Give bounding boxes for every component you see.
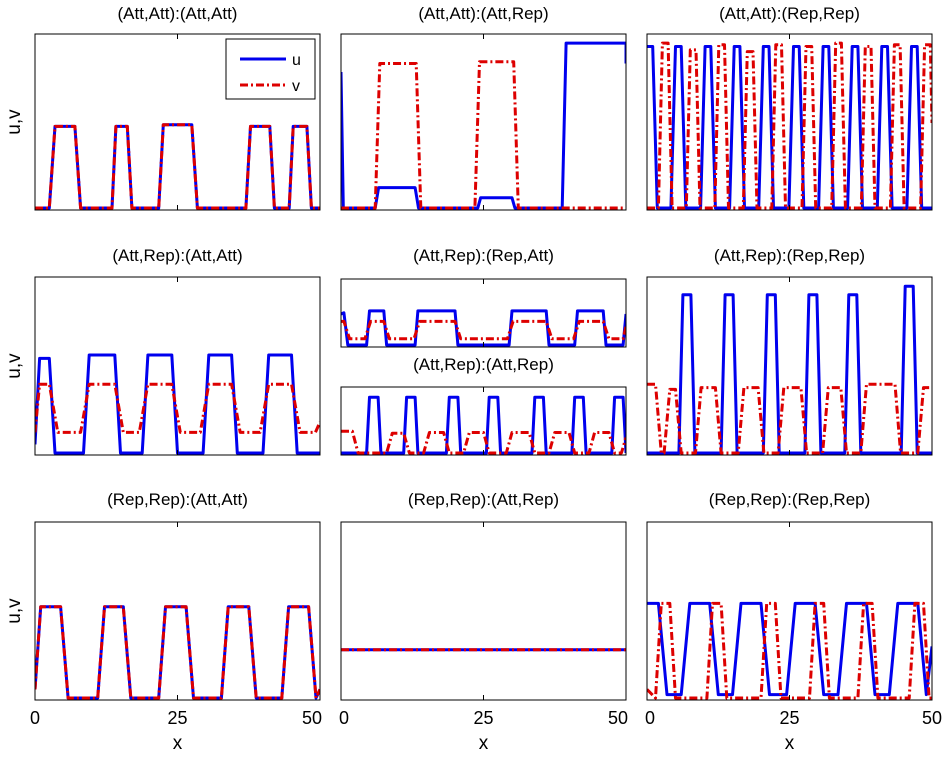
axes-frame bbox=[340, 521, 627, 701]
x-tick-label: 25 bbox=[779, 708, 799, 728]
series-v-line bbox=[35, 123, 320, 210]
subplot-p23: (Att,Rep):(Rep,Rep) bbox=[646, 246, 933, 456]
subplot-p12: (Att,Att):(Att,Rep) bbox=[340, 4, 627, 211]
legend-box bbox=[225, 38, 316, 100]
legend: uv bbox=[225, 38, 316, 100]
subplot-p21: (Att,Rep):(Att,Att) u,v bbox=[4, 246, 321, 456]
series-u-line bbox=[647, 601, 932, 697]
subplot-p31: (Rep,Rep):(Att,Att) u,v 0 25 50 x bbox=[4, 490, 322, 754]
subplot-title: (Att,Att):(Att,Rep) bbox=[418, 4, 548, 23]
series-u-line bbox=[341, 395, 626, 455]
x-tick-label: 0 bbox=[339, 708, 349, 728]
legend-label-u: u bbox=[292, 52, 301, 69]
x-tick-label: 50 bbox=[922, 708, 942, 728]
series-u-line bbox=[341, 41, 626, 210]
series-v-line bbox=[647, 41, 932, 210]
subplot-title: (Att,Rep):(Att,Att) bbox=[112, 246, 242, 265]
series-v-line bbox=[647, 382, 932, 455]
x-tick-label: 25 bbox=[167, 708, 187, 728]
series-u-line bbox=[341, 309, 626, 347]
x-axis-label: x bbox=[479, 733, 489, 754]
series-v-line bbox=[647, 601, 932, 700]
subplot-p33: (Rep,Rep):(Rep,Rep) 0 25 50 x bbox=[645, 490, 942, 754]
subplot-title: (Att,Rep):(Rep,Att) bbox=[413, 246, 554, 265]
subplot-title: (Rep,Rep):(Att,Rep) bbox=[408, 490, 559, 509]
subplot-p22b: (Att,Rep):(Att,Rep) bbox=[340, 355, 627, 456]
y-axis-label: u,v bbox=[4, 353, 25, 379]
subplot-title: (Att,Att):(Att,Att) bbox=[118, 4, 238, 23]
x-tick-label: 0 bbox=[645, 708, 655, 728]
x-tick-label: 50 bbox=[608, 708, 628, 728]
x-axis-label: x bbox=[173, 733, 183, 754]
subplot-p32: (Rep,Rep):(Att,Rep) 0 25 50 x bbox=[339, 490, 628, 754]
series-v-line bbox=[35, 382, 320, 434]
subplot-p11: (Att,Att):(Att,Att) u,v uv bbox=[4, 4, 321, 211]
subplot-p13: (Att,Att):(Rep,Rep) bbox=[646, 4, 933, 211]
x-tick-label: 0 bbox=[30, 708, 40, 728]
y-axis-label: u,v bbox=[4, 109, 25, 135]
series-v-line bbox=[35, 605, 320, 700]
axes-frame bbox=[34, 521, 321, 701]
subplot-title: (Att,Att):(Rep,Rep) bbox=[719, 4, 860, 23]
series-u-line bbox=[647, 284, 932, 455]
y-axis-label: u,v bbox=[4, 598, 25, 624]
legend-label-v: v bbox=[292, 78, 300, 95]
series-u-line bbox=[35, 605, 320, 700]
x-axis-label: x bbox=[785, 733, 795, 754]
series-v-line bbox=[341, 319, 626, 341]
subplot-title: (Att,Rep):(Att,Rep) bbox=[413, 355, 554, 374]
series-v-line bbox=[341, 429, 626, 455]
subplot-title: (Rep,Rep):(Att,Att) bbox=[107, 490, 248, 509]
subplot-p22a: (Att,Rep):(Rep,Att) bbox=[340, 246, 627, 348]
series-v-line bbox=[341, 60, 626, 210]
subplot-title: (Rep,Rep):(Rep,Rep) bbox=[709, 490, 871, 509]
x-tick-label: 25 bbox=[473, 708, 493, 728]
series-u-line bbox=[647, 45, 932, 210]
subplot-title: (Att,Rep):(Rep,Rep) bbox=[714, 246, 865, 265]
series-u-line bbox=[35, 353, 320, 455]
x-tick-label: 50 bbox=[302, 708, 322, 728]
